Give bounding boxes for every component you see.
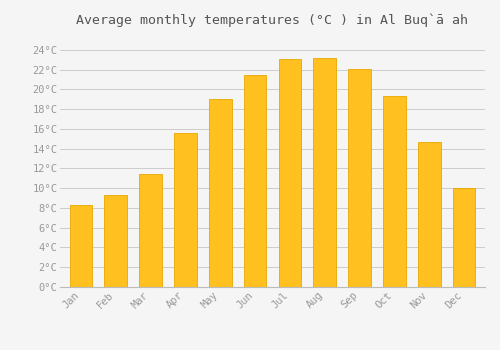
Title: Average monthly temperatures (°C ) in Al Buq`ā ah: Average monthly temperatures (°C ) in Al…: [76, 13, 468, 27]
Bar: [314, 58, 336, 287]
Bar: [278, 59, 301, 287]
Bar: [244, 75, 266, 287]
Bar: [104, 195, 127, 287]
Bar: [140, 174, 162, 287]
Bar: [348, 69, 371, 287]
Bar: [174, 133, 197, 287]
Bar: [70, 205, 92, 287]
Bar: [453, 188, 475, 287]
Bar: [418, 142, 440, 287]
Bar: [209, 99, 232, 287]
Bar: [383, 96, 406, 287]
